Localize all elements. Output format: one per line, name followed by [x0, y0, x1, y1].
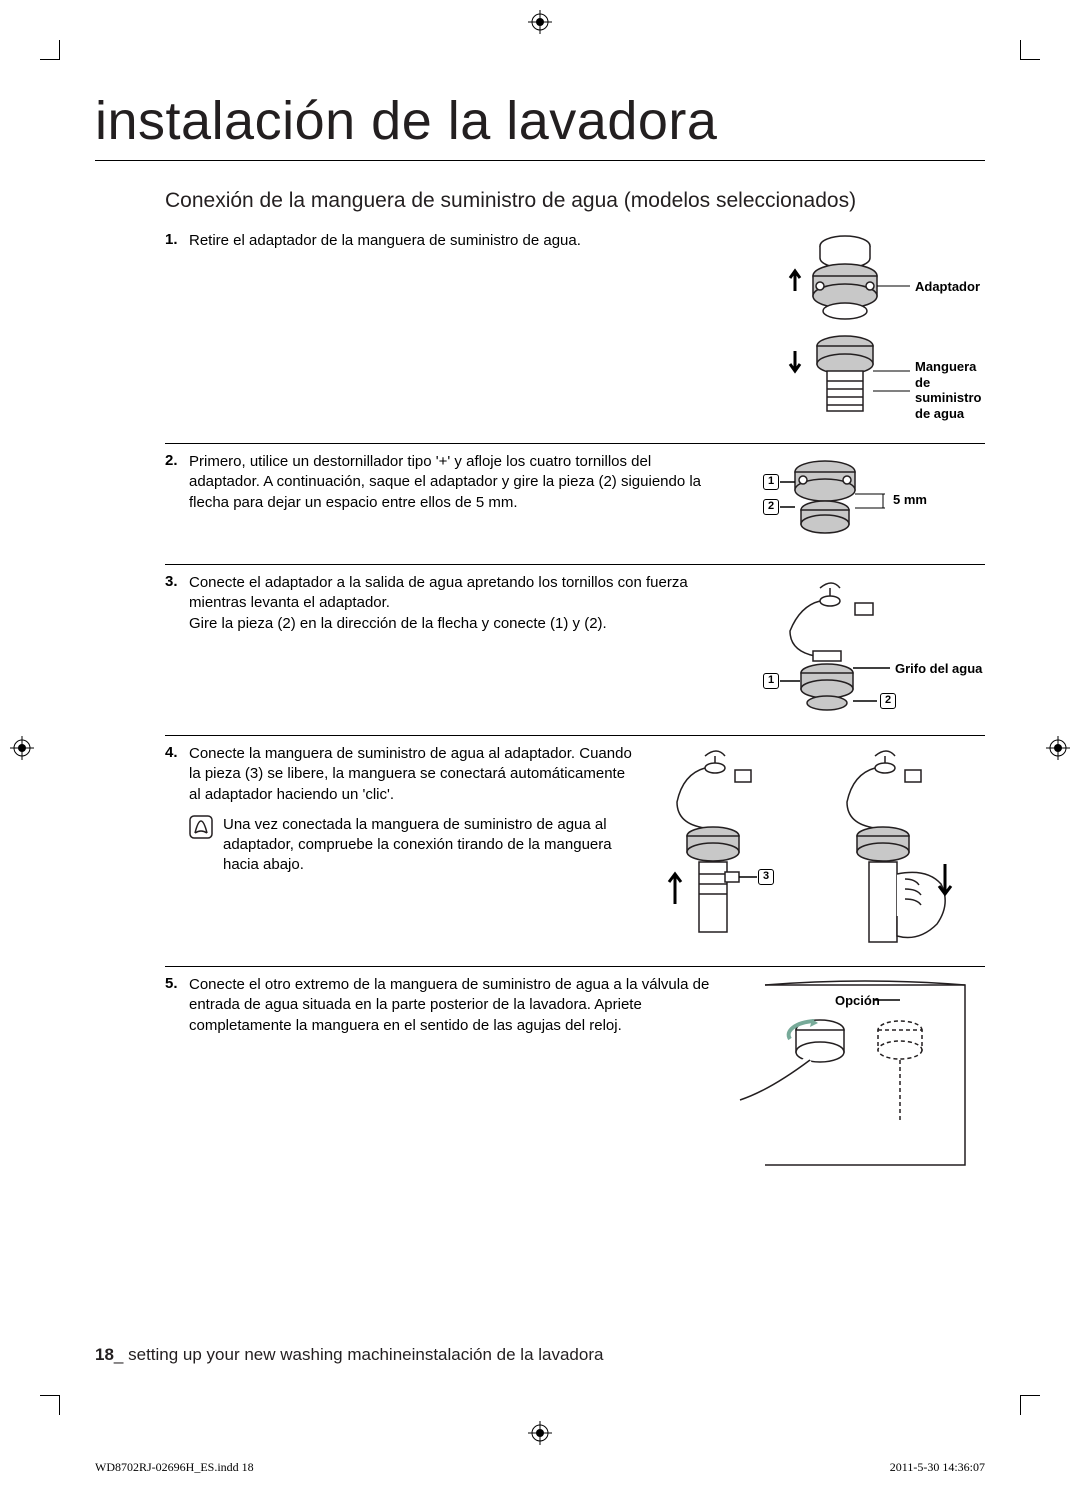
- crop-mark: [40, 40, 60, 60]
- adapter-screws-icon: [725, 452, 985, 542]
- page-footer: 18_ setting up your new washing machinei…: [95, 1345, 603, 1365]
- step-5: 5. Conecte el otro extremo de la manguer…: [165, 966, 985, 1187]
- step-4-illustration: 3: [645, 744, 985, 954]
- step-text: Conecte el otro extremo de la manguera d…: [189, 975, 725, 1175]
- step-number: 2.: [165, 452, 189, 552]
- tap-adapter-icon: [725, 573, 985, 723]
- step-5-illustration: Opción: [725, 975, 985, 1175]
- crop-mark: [1020, 40, 1040, 60]
- step-number: 5.: [165, 975, 189, 1175]
- label-gap: 5 mm: [893, 492, 927, 507]
- callout-3: 3: [758, 869, 774, 885]
- indesign-slug: WD8702RJ-02696H_ES.indd 18 2011-5-30 14:…: [95, 1460, 985, 1475]
- step-3-illustration: Grifo del agua 1 2: [725, 573, 985, 723]
- label-hose: Manguera de suministro de agua: [915, 359, 985, 421]
- step-1-illustration: Adaptador Manguera de suministro de agua: [725, 231, 985, 431]
- indd-file: WD8702RJ-02696H_ES.indd 18: [95, 1460, 254, 1475]
- registration-mark-icon: [528, 10, 552, 34]
- page-title: instalación de la lavadora: [95, 90, 985, 161]
- step-2: 2. Primero, utilice un destornillador ti…: [165, 443, 985, 564]
- callout-1: 1: [763, 673, 779, 689]
- crop-mark: [1020, 1395, 1040, 1415]
- footer-sep: _: [114, 1345, 128, 1364]
- footer-text: setting up your new washing machineinsta…: [128, 1345, 603, 1364]
- note-text: Una vez conectada la manguera de suminis…: [223, 815, 635, 876]
- registration-mark-icon: [10, 736, 34, 760]
- label-tap: Grifo del agua: [895, 661, 982, 676]
- step-3: 3. Conecte el adaptador a la salida de a…: [165, 564, 985, 735]
- page-content: instalación de la lavadora Conexión de l…: [95, 60, 985, 1395]
- step-text: Conecte el adaptador a la salida de agua…: [189, 573, 725, 723]
- step-number: 4.: [165, 744, 189, 954]
- callout-1: 1: [763, 474, 779, 490]
- registration-mark-icon: [528, 1421, 552, 1445]
- note-icon: [189, 815, 215, 845]
- step-text: Primero, utilice un destornillador tipo …: [189, 452, 725, 552]
- label-adapter: Adaptador: [915, 279, 980, 294]
- note: Una vez conectada la manguera de suminis…: [189, 815, 635, 876]
- callout-2: 2: [880, 693, 896, 709]
- registration-mark-icon: [1046, 736, 1070, 760]
- crop-mark: [40, 1395, 60, 1415]
- step-4: 4. Conecte la manguera de suministro de …: [165, 735, 985, 966]
- step-1: 1. Retire el adaptador de la manguera de…: [165, 223, 985, 443]
- step-text: Conecte la manguera de suministro de agu…: [189, 744, 645, 954]
- page-number: 18: [95, 1345, 114, 1364]
- callout-2: 2: [763, 499, 779, 515]
- label-option: Opción: [835, 993, 880, 1008]
- step-number: 3.: [165, 573, 189, 723]
- step-2-illustration: 1 2 5 mm: [725, 452, 985, 552]
- indd-timestamp: 2011-5-30 14:36:07: [890, 1460, 985, 1475]
- section-subtitle: Conexión de la manguera de suministro de…: [165, 189, 985, 213]
- hose-connect-icon: [645, 744, 985, 954]
- step-number: 1.: [165, 231, 189, 431]
- step-text: Retire el adaptador de la manguera de su…: [189, 231, 725, 431]
- step-4-main-text: Conecte la manguera de suministro de agu…: [189, 745, 632, 803]
